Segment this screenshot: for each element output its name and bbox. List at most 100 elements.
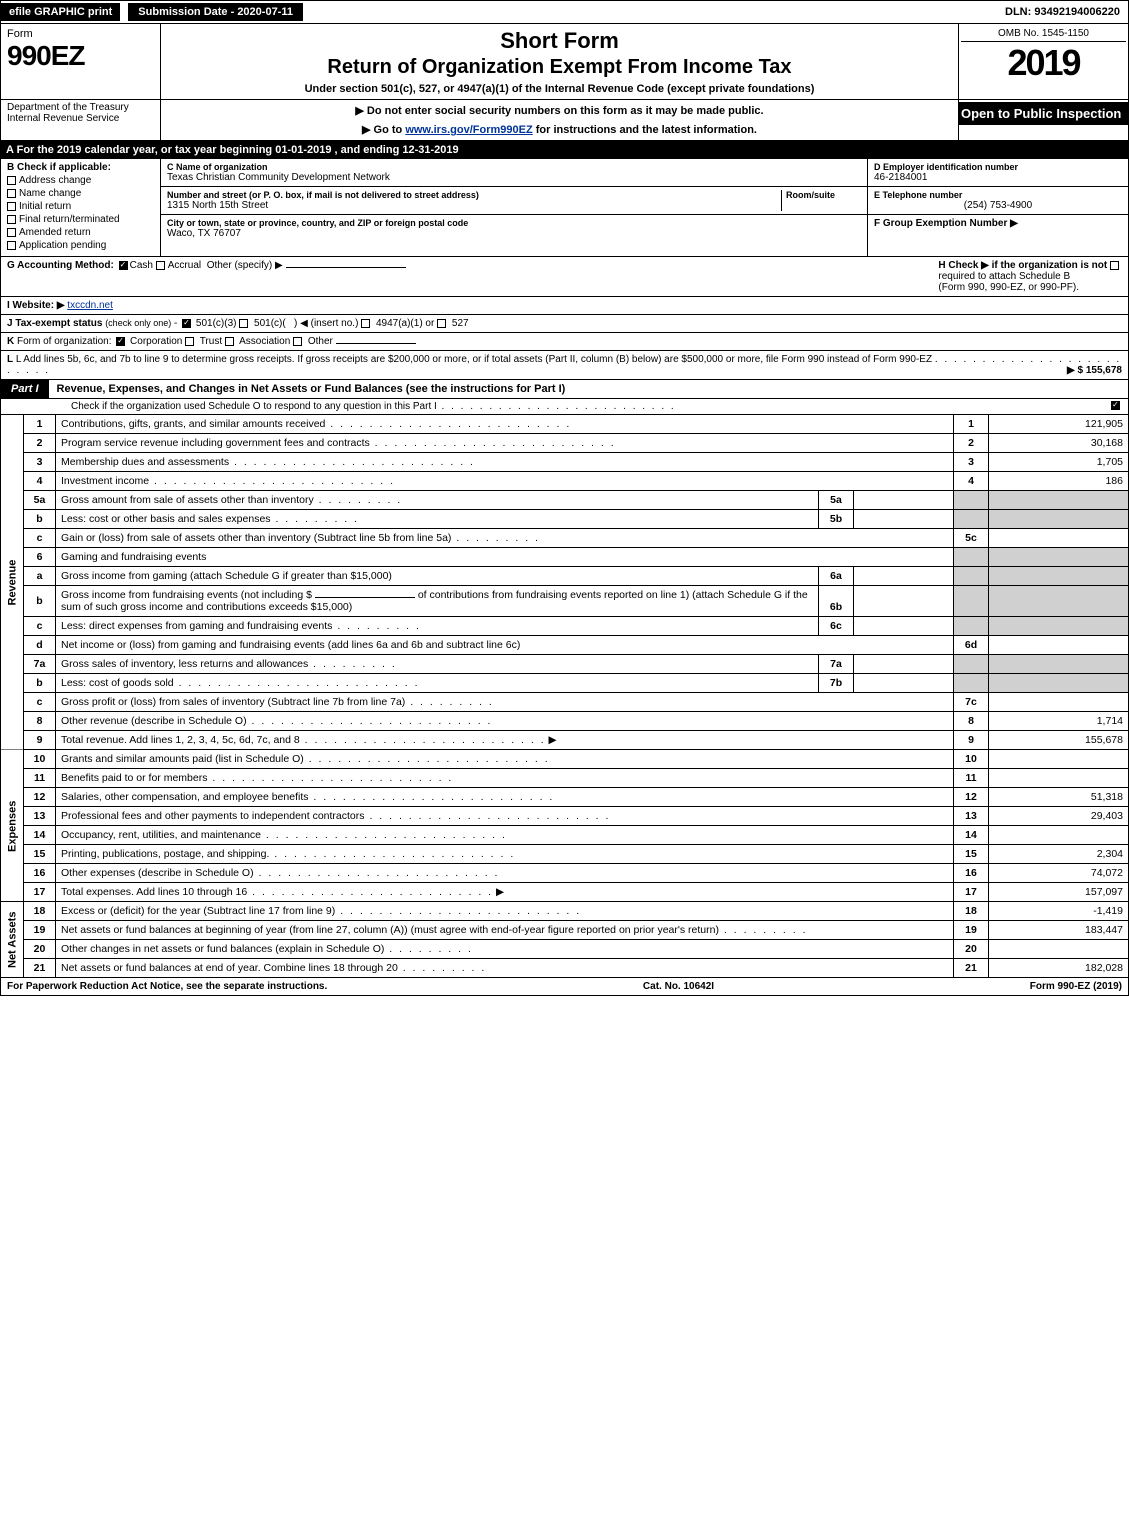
- chk-schedule-b[interactable]: [1110, 261, 1119, 270]
- line-15-amount: 2,304: [989, 845, 1129, 864]
- line-4-amount: 186: [989, 472, 1129, 491]
- chk-527[interactable]: [437, 319, 446, 328]
- line-16-amount: 74,072: [989, 864, 1129, 883]
- line-5a: 5a Gross amount from sale of assets othe…: [1, 491, 1129, 510]
- form-id-block: Form 990EZ: [1, 24, 161, 99]
- tel-value: (254) 753-4900: [874, 200, 1122, 211]
- efile-print-label[interactable]: efile GRAPHIC print: [1, 3, 120, 21]
- irs-link[interactable]: www.irs.gov/Form990EZ: [405, 124, 532, 136]
- section-k-form-org: K Form of organization: Corporation Trus…: [0, 333, 1129, 351]
- goto-notice: ▶ Go to www.irs.gov/Form990EZ for instru…: [165, 123, 954, 136]
- room-label: Room/suite: [786, 190, 861, 200]
- line-16: 16 Other expenses (describe in Schedule …: [1, 864, 1129, 883]
- line-7a: 7a Gross sales of inventory, less return…: [1, 655, 1129, 674]
- line-15: 15 Printing, publications, postage, and …: [1, 845, 1129, 864]
- tax-year: 2019: [961, 42, 1126, 84]
- line-18-amount: -1,419: [989, 902, 1129, 921]
- city-label: City or town, state or province, country…: [167, 218, 861, 228]
- chk-4947[interactable]: [361, 319, 370, 328]
- footer-form: Form 990-EZ (2019): [1030, 981, 1122, 992]
- line-18: Net Assets 18 Excess or (deficit) for th…: [1, 902, 1129, 921]
- line-17: 17 Total expenses. Add lines 10 through …: [1, 883, 1129, 902]
- notices-block: Do not enter social security numbers on …: [161, 100, 958, 140]
- line-21: 21 Net assets or fund balances at end of…: [1, 959, 1129, 978]
- chk-application-pending[interactable]: Application pending: [7, 240, 154, 251]
- form-word: Form: [7, 28, 154, 40]
- section-b-checkboxes: B Check if applicable: Address change Na…: [1, 159, 161, 256]
- part-1-header: Part I Revenue, Expenses, and Changes in…: [0, 380, 1129, 399]
- dept-label: Department of the Treasury: [7, 102, 129, 113]
- line-20: 20 Other changes in net assets or fund b…: [1, 940, 1129, 959]
- line-6d: d Net income or (loss) from gaming and f…: [1, 636, 1129, 655]
- line-3: 3 Membership dues and assessments 3 1,70…: [1, 453, 1129, 472]
- top-bar: efile GRAPHIC print Submission Date - 20…: [0, 0, 1129, 24]
- chk-amended-return[interactable]: Amended return: [7, 227, 154, 238]
- line-7b: b Less: cost of goods sold 7b: [1, 674, 1129, 693]
- b-label: B Check if applicable:: [7, 162, 154, 173]
- line-1: Revenue 1 Contributions, gifts, grants, …: [1, 415, 1129, 434]
- line-6b: b Gross income from fundraising events (…: [1, 586, 1129, 617]
- line-10: Expenses 10 Grants and similar amounts p…: [1, 750, 1129, 769]
- website-link[interactable]: txccdn.net: [67, 300, 113, 311]
- return-title: Return of Organization Exempt From Incom…: [169, 56, 950, 79]
- chk-initial-return[interactable]: Initial return: [7, 201, 154, 212]
- page-footer: For Paperwork Reduction Act Notice, see …: [0, 978, 1129, 996]
- submission-date: Submission Date - 2020-07-11: [126, 1, 305, 23]
- section-j-tax-status: J Tax-exempt status (check only one) - 5…: [0, 315, 1129, 333]
- tel-label: E Telephone number: [874, 190, 1122, 200]
- chk-corporation[interactable]: [116, 337, 125, 346]
- gross-receipts-amount: ▶ $ 155,678: [1067, 365, 1122, 376]
- line-5b: b Less: cost or other basis and sales ex…: [1, 510, 1129, 529]
- dept-block: Department of the Treasury Internal Reve…: [1, 100, 161, 140]
- chk-trust[interactable]: [185, 337, 194, 346]
- line-11: 11 Benefits paid to or for members 11: [1, 769, 1129, 788]
- line-2-amount: 30,168: [989, 434, 1129, 453]
- short-form-title: Short Form: [169, 28, 950, 54]
- line-3-amount: 1,705: [989, 453, 1129, 472]
- line-4: 4 Investment income 4 186: [1, 472, 1129, 491]
- accounting-method: G Accounting Method: Cash Accrual Other …: [7, 260, 406, 293]
- chk-association[interactable]: [225, 337, 234, 346]
- section-g-h: G Accounting Method: Cash Accrual Other …: [0, 257, 1129, 297]
- org-city: Waco, TX 76707: [167, 228, 861, 239]
- chk-other-org[interactable]: [293, 337, 302, 346]
- part-1-label: Part I: [1, 380, 49, 398]
- net-assets-side-label: Net Assets: [1, 902, 24, 978]
- section-c-org: C Name of organization Texas Christian C…: [161, 159, 868, 256]
- omb-number: OMB No. 1545-1150: [961, 26, 1126, 42]
- section-i-website: I Website: ▶ txccdn.net: [0, 297, 1129, 315]
- line-6: 6 Gaming and fundraising events: [1, 548, 1129, 567]
- line-14: 14 Occupancy, rent, utilities, and maint…: [1, 826, 1129, 845]
- line-1-amount: 121,905: [989, 415, 1129, 434]
- part-1-table: Revenue 1 Contributions, gifts, grants, …: [0, 415, 1129, 978]
- line-21-amount: 182,028: [989, 959, 1129, 978]
- footer-left: For Paperwork Reduction Act Notice, see …: [7, 981, 327, 992]
- ssn-notice: Do not enter social security numbers on …: [165, 104, 954, 117]
- chk-schedule-o[interactable]: [1111, 401, 1120, 410]
- open-public-label: Open to Public Inspection: [959, 102, 1128, 125]
- ein-label: D Employer identification number: [874, 162, 1122, 172]
- irs-label: Internal Revenue Service: [7, 113, 119, 124]
- org-address: 1315 North 15th Street: [167, 200, 781, 211]
- line-2: 2 Program service revenue including gove…: [1, 434, 1129, 453]
- chk-501c3[interactable]: [182, 319, 191, 328]
- chk-name-change[interactable]: Name change: [7, 188, 154, 199]
- chk-final-return[interactable]: Final return/terminated: [7, 214, 154, 225]
- chk-cash[interactable]: [119, 261, 128, 270]
- dln-number: DLN: 93492194006220: [997, 3, 1128, 21]
- chk-address-change[interactable]: Address change: [7, 175, 154, 186]
- line-8-amount: 1,714: [989, 712, 1129, 731]
- chk-501c[interactable]: [239, 319, 248, 328]
- line-19-amount: 183,447: [989, 921, 1129, 940]
- subtitle: Under section 501(c), 527, or 4947(a)(1)…: [169, 83, 950, 95]
- part-1-sub: Check if the organization used Schedule …: [0, 399, 1129, 415]
- line-8: 8 Other revenue (describe in Schedule O)…: [1, 712, 1129, 731]
- expenses-side-label: Expenses: [1, 750, 24, 902]
- form-number: 990EZ: [7, 40, 154, 72]
- group-exemption-label: F Group Exemption Number ▶: [874, 218, 1122, 229]
- chk-accrual[interactable]: [156, 261, 165, 270]
- part-1-title: Revenue, Expenses, and Changes in Net As…: [49, 380, 1128, 398]
- line-9-amount: 155,678: [989, 731, 1129, 750]
- form-header: Form 990EZ Short Form Return of Organiza…: [0, 24, 1129, 100]
- revenue-side-label: Revenue: [1, 415, 24, 750]
